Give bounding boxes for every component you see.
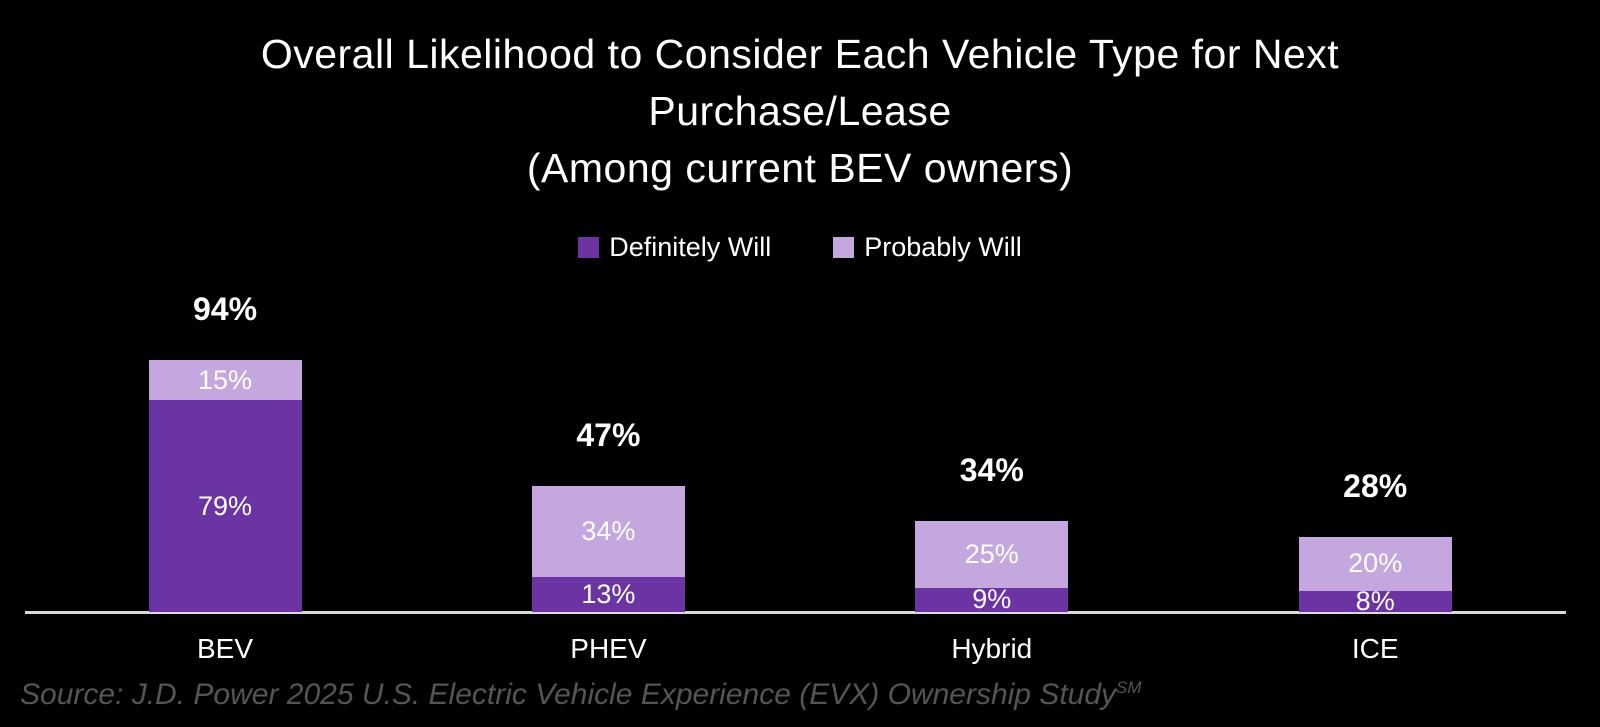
- bar-column-phev: 47% 34% 13%: [531, 417, 685, 612]
- x-axis-line: [25, 611, 1566, 614]
- bar-column-ice: 28% 20% 8%: [1298, 467, 1452, 616]
- value-label: 9%: [972, 584, 1012, 615]
- chart-legend: Definitely Will Probably Will: [0, 232, 1600, 263]
- bar-segment-phev-probably-will: 34%: [531, 486, 685, 578]
- source-text: Source: J.D. Power 2025 U.S. Electric Ve…: [20, 678, 1117, 711]
- bar-segment-hybrid-definitely-will: 9%: [915, 584, 1069, 614]
- legend-swatch-definitely-will: [578, 237, 600, 258]
- legend-item-definitely-will: Definitely Will: [578, 232, 771, 263]
- value-label: 25%: [964, 538, 1019, 569]
- value-label: 13%: [581, 579, 636, 610]
- value-label: 15%: [197, 364, 253, 395]
- value-label: 20%: [1348, 548, 1403, 579]
- category-label-bev: BEV: [196, 633, 254, 664]
- total-label-bev: 94%: [192, 291, 258, 328]
- bar-segment-bev-definitely-will: 79%: [148, 400, 302, 612]
- bar-column-bev: 94% 15% 79%: [148, 291, 302, 612]
- legend-label-probably-will: Probably Will: [864, 232, 1022, 262]
- category-label-ice: ICE: [1351, 633, 1399, 664]
- source-note: Source: J.D. Power 2025 U.S. Electric Ve…: [20, 678, 1142, 712]
- legend-item-probably-will: Probably Will: [833, 232, 1022, 263]
- bar-segment-phev-definitely-will: 13%: [531, 577, 685, 612]
- chart-title: Overall Likelihood to Consider Each Vehi…: [0, 26, 1600, 197]
- chart-title-line-2: Purchase/Lease: [648, 88, 952, 134]
- bar-segment-ice-definitely-will: 8%: [1298, 586, 1452, 616]
- chart-title-line-1: Overall Likelihood to Consider Each Vehi…: [260, 31, 1340, 77]
- chart-subtitle: (Among current BEV owners): [526, 145, 1074, 191]
- bar-column-hybrid: 34% 25% 9%: [915, 451, 1069, 614]
- bar-segment-ice-probably-will: 20%: [1298, 536, 1452, 591]
- total-label-phev: 47%: [576, 417, 641, 454]
- legend-label-definitely-will: Definitely Will: [609, 232, 772, 262]
- bar-segment-bev-probably-will: 15%: [148, 360, 302, 401]
- category-label-phev: PHEV: [570, 633, 647, 664]
- bar-segment-hybrid-probably-will: 25%: [915, 520, 1069, 588]
- category-label-hybrid: Hybrid: [951, 633, 1033, 664]
- total-label-hybrid: 34%: [959, 451, 1024, 488]
- legend-swatch-probably-will: [833, 237, 855, 258]
- value-label: 8%: [1355, 585, 1395, 616]
- source-superscript: SM: [1116, 678, 1142, 697]
- value-label: 79%: [197, 490, 253, 521]
- value-label: 34%: [581, 516, 636, 547]
- total-label-ice: 28%: [1343, 467, 1408, 504]
